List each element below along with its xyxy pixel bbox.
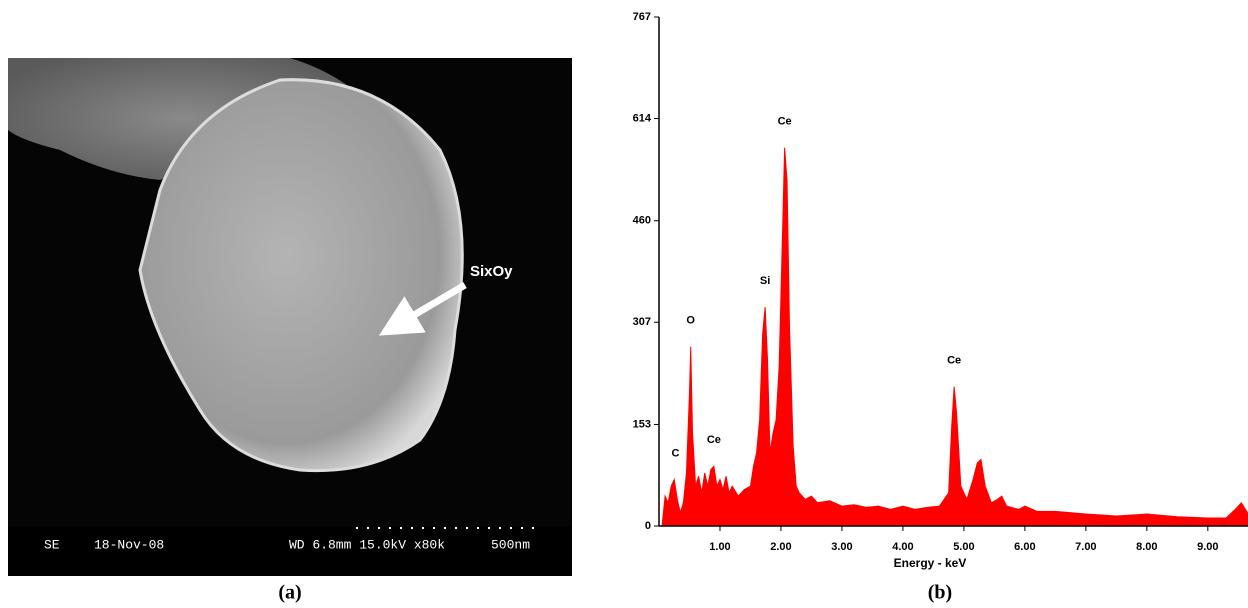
particle [138,78,464,473]
x-tick-label: 4.00 [892,541,913,553]
x-tick-label: 6.00 [1014,541,1035,553]
y-tick-label: 614 [633,112,652,124]
info-bar [8,526,572,576]
info-text: 500nm [491,537,530,552]
peak-label: O [686,315,695,327]
sem-image: SixOy SE 18-Nov-08 WD 6.8mm 15.0kV x80k … [8,58,572,576]
peak-label: Ce [778,116,792,128]
y-tick-label: 767 [633,11,651,23]
caption: (a) [278,582,301,604]
spectrum-area [661,147,1248,527]
peak-label: Ce [947,355,961,367]
y-tick-label: 0 [645,520,651,532]
y-tick-label: 460 [633,215,651,227]
annotation: SixOy [470,263,513,280]
info-text: SE [44,537,60,552]
y-tick-label: 153 [633,418,651,430]
x-tick-label: 2.00 [770,541,791,553]
x-axis-label: Energy - keV [894,556,967,570]
x-tick-label: 9.00 [1197,541,1218,553]
x-tick-label: 1.00 [709,541,730,553]
x-tick-label: 7.00 [1075,541,1096,553]
peak-label: C [671,447,679,459]
peak-label: Si [760,275,770,287]
caption: (b) [928,582,952,604]
y-tick-label: 307 [633,316,651,328]
peak-label: Ce [707,434,721,446]
x-tick-label: 5.00 [953,541,974,553]
x-tick-label: 8.00 [1136,541,1157,553]
arrow [378,281,467,336]
info-text: 18-Nov-08 [94,537,164,552]
x-tick-label: 3.00 [831,541,852,553]
info-text: WD 6.8mm 15.0kV x80k [289,537,445,552]
spectrum: 0 153 307 460 614 767 1.00 2.00 3.00 4.00 5.00 6.00… [633,11,1248,553]
